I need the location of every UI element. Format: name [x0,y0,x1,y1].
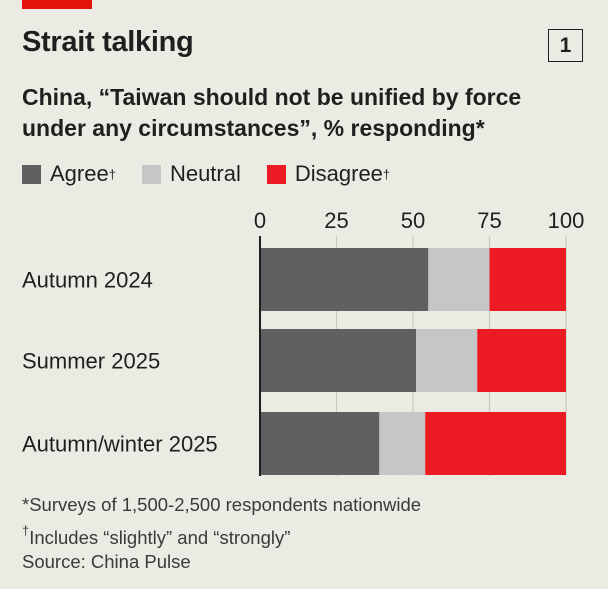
bar-agree [260,329,417,392]
source: Source: China Pulse [22,551,191,572]
legend: Agree † Neutral Disagree † [22,161,416,187]
bar-disagree [477,329,566,392]
x-tick-label: 0 [254,208,266,233]
x-tick-label: 100 [548,208,585,233]
bar-neutral [428,248,490,311]
legend-label-disagree: Disagree [294,161,383,186]
legend-mark-agree: † [108,166,116,182]
legend-item-agree: Agree † [22,161,116,187]
legend-mark-disagree: † [382,166,391,182]
x-tick-label: 75 [477,208,501,233]
legend-label-agree: Agree [50,161,109,186]
brand-red-tag [22,0,92,9]
legend-item-neutral: Neutral [141,161,241,187]
category-label: Autumn 2024 [22,268,153,293]
footnote-includes-text: Includes “slightly” and “strongly” [29,527,291,548]
bar-agree [260,412,380,475]
footnote-surveys: *Surveys of 1,500-2,500 respondents nati… [22,494,422,515]
bar-disagree [489,248,566,311]
category-label: Autumn/winter 2025 [22,432,218,457]
legend-label-neutral: Neutral [169,161,241,186]
bar-disagree [425,412,566,475]
footnote-includes: †Includes “slightly” and “strongly” [22,523,290,549]
bar-neutral [379,412,426,475]
category-label: Summer 2025 [22,349,160,374]
bar-agree [260,248,429,311]
chart-number: 1 [548,29,583,62]
chart-subtitle: China, “Taiwan should not be unified by … [22,84,522,141]
legend-swatch-disagree [266,164,286,184]
x-tick-label: 50 [401,208,425,233]
footnote-mark: † [22,523,30,538]
x-tick-label: 25 [324,208,348,233]
legend-swatch-neutral [141,164,161,184]
legend-item-disagree: Disagree † [266,161,391,187]
chart-title: Strait talking [22,26,194,58]
legend-swatch-agree [22,164,41,184]
bar-neutral [416,329,478,392]
